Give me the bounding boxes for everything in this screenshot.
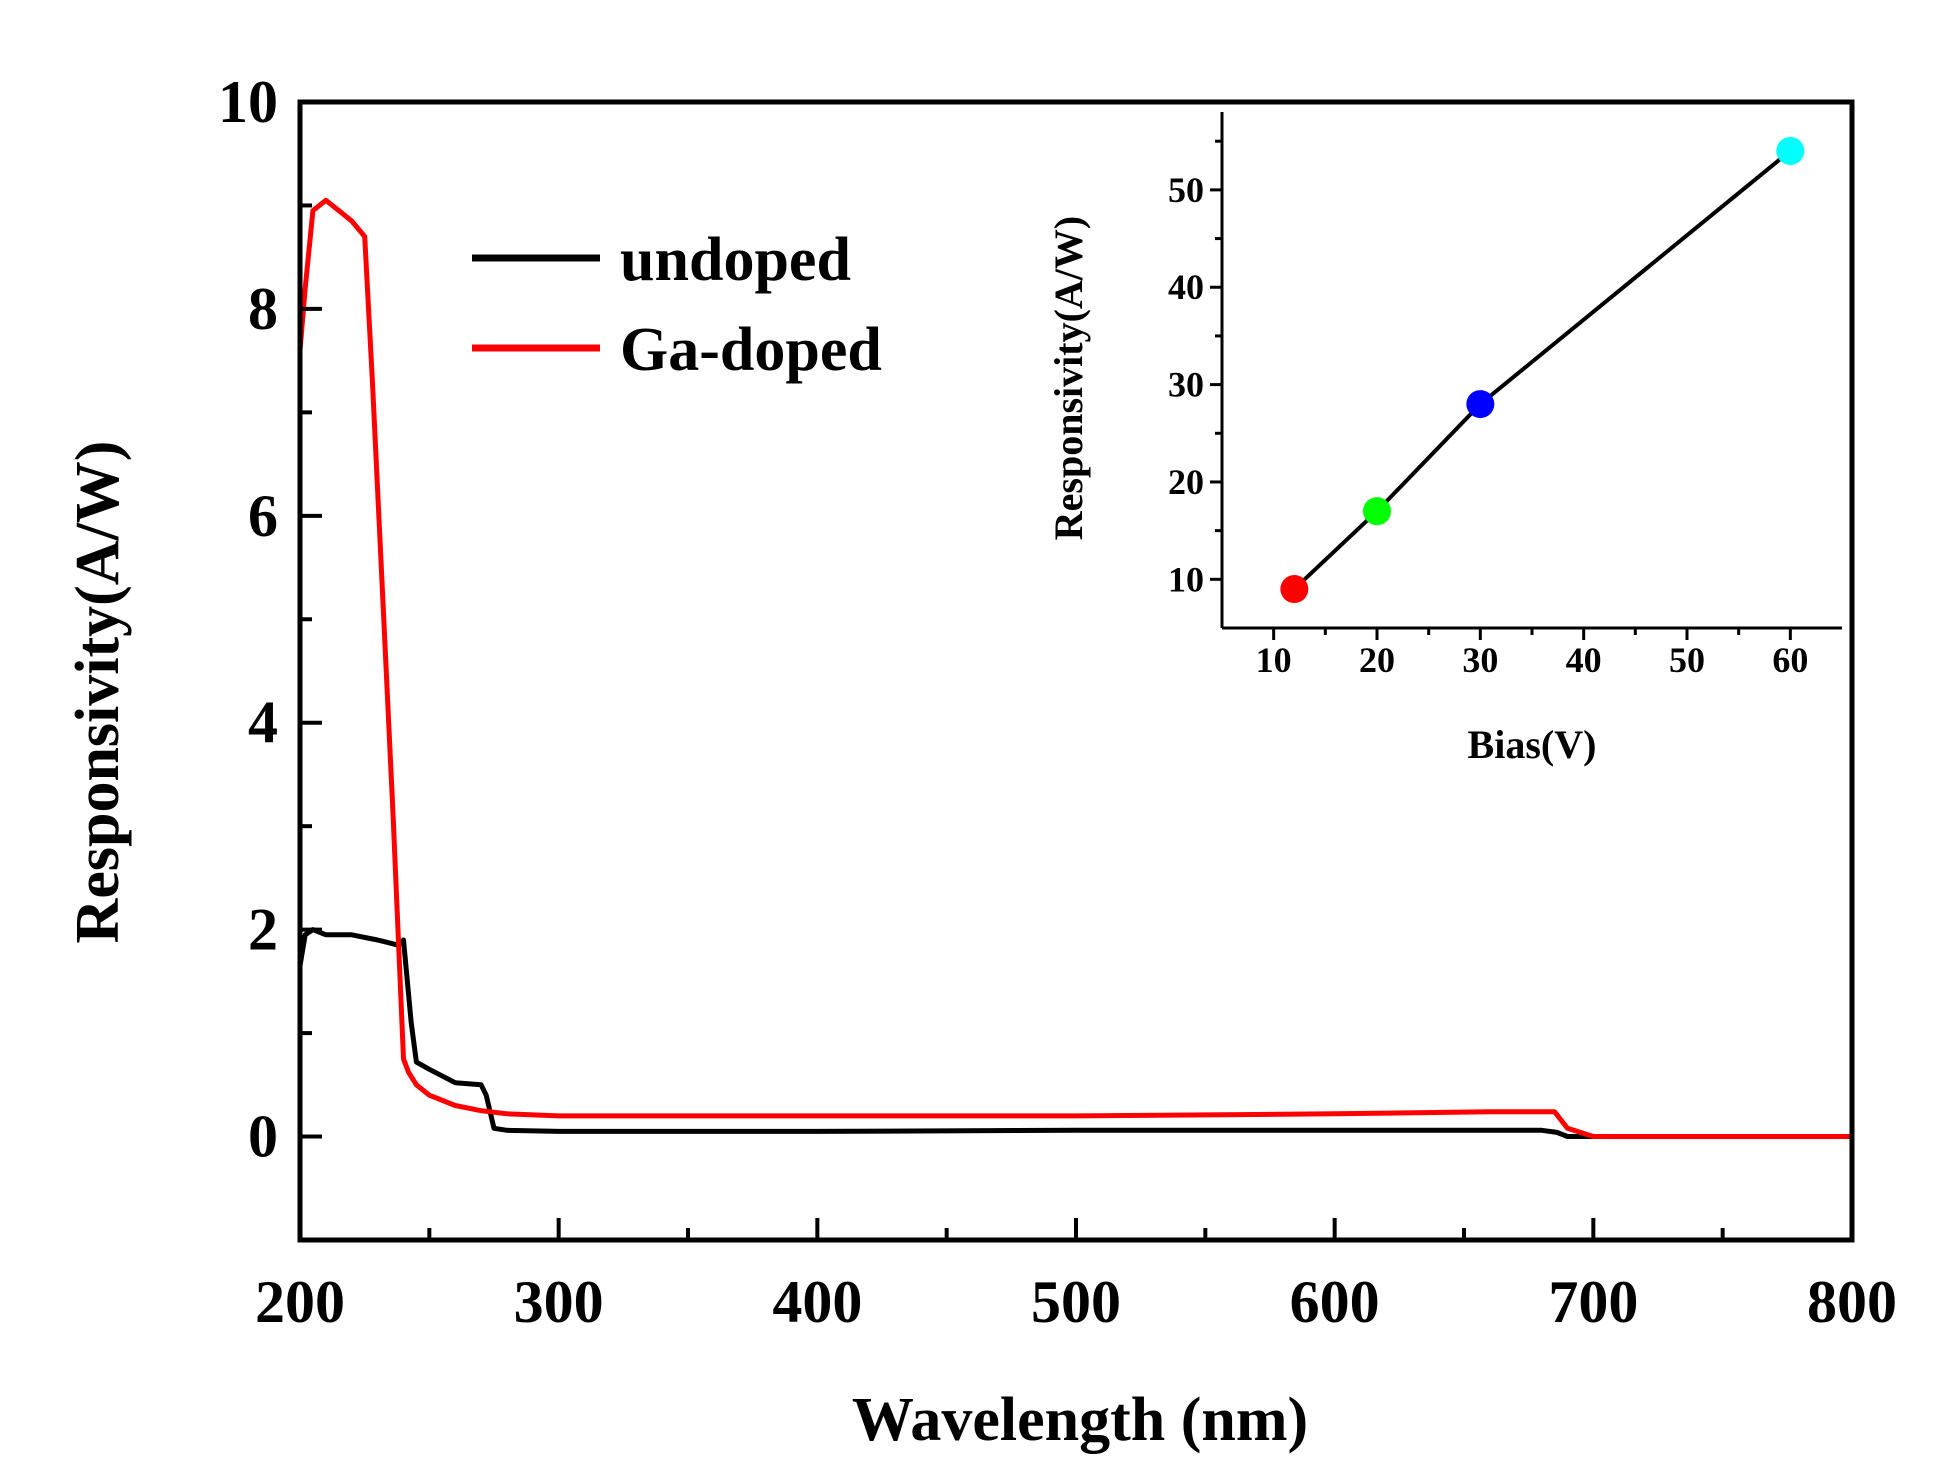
inset-x-tick-label: 60 xyxy=(1772,640,1808,680)
y-tick-label: 4 xyxy=(248,690,278,756)
x-tick-label: 600 xyxy=(1290,1269,1380,1335)
inset-x-tick-label: 50 xyxy=(1669,640,1705,680)
x-tick-label: 400 xyxy=(772,1269,862,1335)
inset-y-tick-label: 10 xyxy=(1168,559,1204,599)
inset-x-axis-title: Bias(V) xyxy=(1468,722,1597,767)
inset-markers-group xyxy=(1280,136,1805,604)
series-line-undoped xyxy=(297,927,1852,1139)
main-x-axis-title: Wavelength (nm) xyxy=(852,1386,1308,1454)
y-tick-label: 6 xyxy=(248,483,278,549)
inset-y-tick-label: 30 xyxy=(1168,365,1204,405)
inset-y-tick-labels: 10 20 30 40 50 xyxy=(1168,170,1204,599)
inset-data-marker xyxy=(1776,136,1805,165)
inset-series-group xyxy=(1292,149,1792,591)
inset-ticks-group xyxy=(1210,139,1792,640)
main-chart: 200 300 400 500 600 700 800 0 2 4 6 8 10 Wavelength… xyxy=(64,69,1897,1454)
inset-x-tick-labels: 10 20 30 40 50 60 xyxy=(1256,640,1809,680)
x-tick-label: 500 xyxy=(1031,1269,1121,1335)
y-tick-label: 10 xyxy=(218,69,278,135)
inset-x-tick-label: 30 xyxy=(1462,640,1498,680)
inset-data-marker xyxy=(1466,390,1495,419)
inset-data-marker xyxy=(1280,575,1309,604)
x-tick-label: 700 xyxy=(1548,1269,1638,1335)
inset-series-line xyxy=(1292,149,1792,591)
inset-x-tick-label: 20 xyxy=(1359,640,1395,680)
y-tick-label: 8 xyxy=(248,276,278,342)
series-line-ga-doped xyxy=(297,197,1852,1139)
y-tick-label: 2 xyxy=(248,897,278,963)
x-tick-label: 300 xyxy=(514,1269,604,1335)
legend-label-ga-doped: Ga-doped xyxy=(620,316,882,384)
inset-y-axis-title: Responsivity(A/W) xyxy=(1046,216,1091,540)
main-y-axis-title: Responsivity(A/W) xyxy=(64,441,132,944)
inset-chart: 10 20 30 40 50 60 10 20 30 40 50 Bias(V) Responsi… xyxy=(1046,112,1842,767)
x-tick-label: 800 xyxy=(1807,1269,1897,1335)
inset-x-tick-label: 10 xyxy=(1256,640,1292,680)
main-series-group xyxy=(297,197,1852,1139)
inset-y-tick-label: 20 xyxy=(1168,462,1204,502)
inset-data-marker xyxy=(1363,497,1391,526)
inset-x-tick-label: 40 xyxy=(1566,640,1602,680)
main-x-tick-labels: 200 300 400 500 600 700 800 xyxy=(255,1269,1897,1335)
inset-y-tick-label: 50 xyxy=(1168,170,1204,210)
main-ticks-group xyxy=(298,100,1854,1240)
inset-y-tick-label: 40 xyxy=(1168,267,1204,307)
legend-label-undoped: undoped xyxy=(620,226,851,294)
legend: undoped Ga-doped xyxy=(472,226,882,384)
y-tick-label: 0 xyxy=(248,1104,278,1170)
x-tick-label: 200 xyxy=(255,1269,345,1335)
main-y-tick-labels: 0 2 4 6 8 10 xyxy=(218,69,278,1170)
